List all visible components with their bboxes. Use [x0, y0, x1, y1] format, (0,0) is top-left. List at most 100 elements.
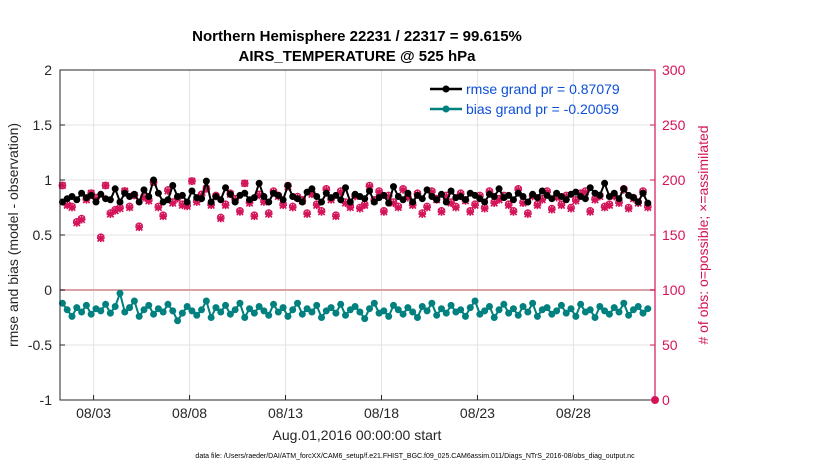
rmse-point [284, 182, 292, 189]
bias-point [274, 308, 282, 316]
obs-assimilated-point [255, 191, 263, 200]
obs-assimilated-point [365, 182, 374, 191]
obs-assimilated-point [140, 193, 148, 202]
obs-assimilated-point [404, 193, 412, 202]
legend-bias-marker [442, 105, 450, 113]
obs-assimilated-point [423, 203, 431, 212]
rmse-point [150, 176, 158, 184]
obs-assimilated-point [312, 201, 321, 210]
obs-assimilated-point [317, 208, 326, 216]
bias-point [562, 309, 570, 317]
obs-assimilated-point [591, 195, 599, 204]
rmse-point [461, 196, 469, 204]
bias-point [73, 304, 81, 312]
bias-point [279, 304, 287, 312]
rmse-point [385, 199, 393, 207]
rmse-point [279, 196, 287, 204]
rmse-point [423, 186, 431, 194]
bias-point [442, 309, 450, 317]
obs-assimilated-point [356, 204, 364, 213]
obs-assimilated-point [389, 199, 398, 207]
obs-assimilated-point [106, 210, 115, 218]
rmse-point [615, 195, 623, 203]
obs-assimilated-point [418, 210, 427, 218]
y2-tick-label: 300 [662, 62, 686, 78]
obs-assimilated-point [538, 195, 547, 204]
obs-assimilated-point [571, 197, 580, 205]
bias-point [303, 305, 311, 313]
bias-point [394, 306, 402, 314]
bias-point [533, 312, 541, 320]
rmse-point [73, 196, 81, 204]
rmse-point [294, 195, 302, 203]
rmse-point [509, 196, 517, 204]
bias-point [461, 312, 469, 320]
obs-assimilated-point [495, 195, 503, 204]
y-tick-label: -1 [40, 392, 53, 408]
obs-assimilated-point [72, 219, 81, 227]
rmse-point [322, 189, 330, 197]
bias-point [634, 303, 642, 310]
rmse-point [605, 193, 613, 200]
bias-point [63, 306, 71, 314]
bias-point [87, 310, 95, 318]
y2-tick-label: 50 [662, 337, 678, 353]
bias-point [495, 306, 503, 314]
obs-assimilated-point [303, 210, 311, 218]
rmse-point [428, 193, 436, 200]
rmse-point [342, 184, 350, 192]
bias-point [380, 307, 388, 315]
bias-point [423, 307, 431, 315]
rmse-point [87, 191, 95, 199]
rmse-point [145, 193, 153, 200]
bias-point [365, 305, 373, 313]
rmse-point [562, 196, 570, 204]
bias-point [207, 314, 215, 321]
obs-assimilated-point [336, 188, 345, 196]
obs-assimilated-point [116, 204, 124, 213]
obs-assimilated-point [480, 204, 489, 213]
rmse-point [553, 189, 561, 197]
obs-assimilated-point [615, 199, 623, 207]
rmse-point [409, 198, 417, 206]
obs-assimilated-point [509, 208, 518, 216]
rmse-point [116, 198, 124, 206]
rmse-point [135, 198, 143, 206]
bias-point [308, 308, 316, 316]
rmse-point [514, 189, 522, 197]
bias-point [356, 308, 364, 316]
bias-point [361, 315, 369, 323]
obs-assimilated-point [63, 201, 72, 210]
bias-point [625, 311, 633, 319]
obs-assimilated-point [279, 201, 287, 210]
rmse-point [538, 187, 546, 195]
bias-point [620, 299, 628, 307]
rmse-point [380, 191, 388, 199]
rmse-point [78, 189, 86, 197]
obs-assimilated-point [240, 179, 249, 188]
x-tick-label: 08/13 [268, 405, 303, 421]
bias-point [437, 305, 445, 313]
obs-assimilated-point [375, 188, 383, 196]
bias-point [58, 299, 66, 307]
legend-rmse-marker [442, 85, 450, 93]
rmse-point [476, 195, 484, 203]
obs-assimilated-point [135, 223, 144, 232]
obs-assimilated-point [624, 204, 633, 213]
rmse-point [361, 195, 369, 203]
obs-assimilated-point [399, 186, 407, 194]
bias-point [159, 308, 167, 316]
rmse-point [92, 198, 100, 206]
rmse-point [490, 193, 498, 200]
bias-point [145, 301, 153, 309]
rmse-point [140, 186, 148, 194]
bias-point [485, 303, 493, 310]
bias-point [567, 305, 575, 313]
rmse-point [58, 198, 66, 206]
bias-point [629, 306, 637, 314]
obs-assimilated-point [101, 181, 110, 190]
obs-assimilated-point [341, 199, 350, 207]
obs-assimilated-point [360, 201, 369, 210]
bias-point [610, 304, 618, 312]
series-layer [58, 176, 652, 325]
